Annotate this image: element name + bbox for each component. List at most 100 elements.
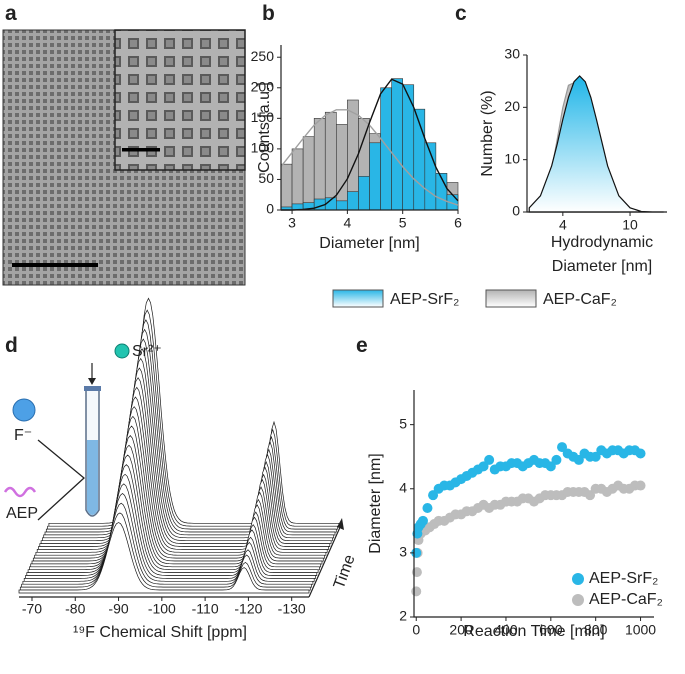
y-tick-label: 0 — [512, 203, 520, 219]
x-axis-label: Diameter [nm] — [319, 235, 419, 252]
point — [422, 503, 433, 513]
bar — [336, 124, 348, 211]
axis-arrow — [337, 518, 344, 530]
panel-label: e — [356, 334, 368, 357]
y-tick-label: 10 — [504, 150, 520, 166]
spectrum-trace — [38, 377, 329, 550]
ion-label: Sr²⁺ — [132, 343, 162, 360]
y-axis-label: Counts [a.u.] — [256, 82, 273, 173]
fit-curve — [280, 109, 459, 206]
x-tick-label: -120 — [234, 601, 262, 617]
y-tick-label: 2 — [399, 608, 407, 624]
legend-label: AEP-CaF₂ — [589, 591, 663, 608]
x-axis-label: ¹⁹F Chemical Shift [ppm] — [73, 624, 247, 641]
bar — [302, 136, 315, 211]
legend-swatch — [485, 289, 537, 308]
x-tick-label: 200 — [449, 622, 473, 638]
point — [635, 480, 646, 491]
reaction-diagram — [3, 343, 130, 521]
y-axis-label: Number (%) — [479, 90, 496, 176]
spectrum-trace — [42, 348, 333, 542]
y-tick-label: 5 — [399, 415, 407, 431]
spectrum-trace — [44, 328, 336, 536]
spectrum-trace — [22, 493, 314, 585]
x-tick-label: 5 — [399, 215, 407, 231]
x-tick-label: 600 — [539, 622, 563, 638]
y-tick-label: 3 — [399, 544, 407, 560]
point — [635, 448, 646, 459]
point — [551, 454, 562, 465]
panel-label: a — [5, 2, 17, 25]
spectrum-trace — [31, 425, 323, 565]
x-tick-label: 800 — [584, 622, 608, 638]
spectrum-trace — [47, 309, 338, 530]
y-tick-label: 250 — [251, 48, 275, 64]
spectrum-trace — [48, 297, 340, 527]
area — [528, 75, 664, 213]
x-axis-label: Hydrodynamic — [551, 234, 653, 251]
spectrum-trace — [35, 396, 327, 556]
x-tick-label: 10 — [622, 217, 638, 233]
bar — [358, 176, 370, 211]
y-tick-label: 20 — [504, 98, 520, 114]
y-tick-label: 100 — [251, 140, 275, 156]
x-tick-label: -100 — [148, 601, 176, 617]
spectrum-trace — [23, 483, 315, 582]
spectrum-trace — [30, 435, 322, 568]
tem-image — [2, 29, 246, 286]
x-tick-label: -110 — [192, 601, 219, 617]
spectrum-trace — [25, 473, 316, 579]
spectrum-trace — [27, 454, 319, 574]
bar — [313, 118, 326, 211]
spectrum-trace — [29, 444, 320, 571]
bar — [347, 191, 359, 211]
bar — [280, 163, 293, 211]
x-tick-label: 0 — [412, 622, 420, 638]
x-axis-label: Reaction Time [min] — [463, 623, 604, 640]
spectrum-trace — [39, 367, 331, 547]
spectrum-trace — [36, 386, 328, 553]
x-tick-label: -90 — [108, 601, 128, 617]
y-tick-label: 0 — [266, 201, 274, 217]
x-tick-label: -80 — [65, 601, 85, 617]
y-tick-label: 30 — [504, 46, 520, 62]
legend-label: AEP-SrF₂ — [589, 570, 658, 587]
bar — [291, 148, 304, 211]
panel-label: b — [262, 2, 275, 25]
legend-label: AEP-CaF₂ — [543, 291, 617, 308]
fit-curve — [281, 78, 459, 211]
x-tick-label: 4 — [559, 217, 567, 233]
peptide-label: AEP — [6, 505, 38, 522]
x-tick-label: 6 — [454, 215, 462, 231]
spectrum-trace — [34, 406, 325, 559]
x-tick-label: 3 — [288, 215, 296, 231]
y-axis-label: Diameter [nm] — [367, 453, 384, 553]
x-tick-label: -70 — [22, 601, 42, 617]
spectrum-trace — [21, 502, 312, 588]
spectrum-trace — [43, 338, 335, 539]
x-axis-label: Diameter [nm] — [552, 258, 652, 275]
spectrum-trace — [40, 357, 332, 545]
y-tick-label: 150 — [251, 109, 275, 125]
bar — [324, 111, 337, 211]
bar — [369, 142, 381, 211]
legend-swatch — [332, 289, 384, 308]
legend-marker — [572, 573, 584, 585]
point — [411, 586, 422, 597]
point — [417, 515, 428, 526]
bar — [391, 78, 403, 211]
bar — [336, 200, 348, 211]
time-axis-label: Time — [331, 552, 359, 591]
bar — [380, 87, 392, 211]
spectrum-trace — [32, 415, 324, 562]
panel-label: c — [455, 2, 467, 25]
y-tick-label: 4 — [399, 479, 407, 495]
spectrum-trace — [18, 522, 310, 594]
axis — [308, 524, 342, 598]
legend-marker — [572, 594, 584, 606]
x-tick-label: 4 — [343, 215, 351, 231]
x-tick-label: -130 — [278, 601, 306, 617]
y-tick-label: 200 — [251, 78, 275, 94]
spectrum-trace — [19, 512, 311, 591]
